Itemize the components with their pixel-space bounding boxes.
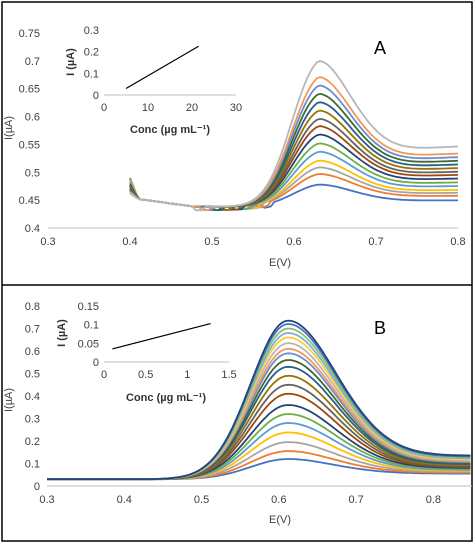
panel-a-inset: 0 10 20 30 0 0.1 0.2 0.3 Conc (µg mL⁻¹) I (µA) [65,25,242,136]
panel-b-x-tick-4: 0.7 [348,494,363,506]
panel-b-inset-x-tick-2: 1 [184,369,190,381]
panel-b-inset-x-tick-3: 1.5 [221,369,236,381]
panel-b-x-tick-5: 0.8 [426,494,441,506]
panel-a-y-tick-5: 0.65 [19,84,40,96]
panel-a-inset-x-tick-1: 10 [142,102,154,114]
panel-b-y-tick-0: 0 [34,481,40,493]
panel-a-y-tick-3: 0.55 [19,139,40,151]
panel-b-inset-calibration-line [112,322,211,350]
panel-a-inset-x-label: Conc (µg mL⁻¹) [130,124,210,136]
panel-a-inset-calibration-line [125,45,199,90]
panel-b-inset-x-tick-1: 0.5 [138,369,153,381]
panel-b-x-tick-2: 0.5 [194,494,209,506]
panel-a-letter: A [374,38,386,58]
panel-a: 0.3 0.4 0.5 0.6 0.7 0.8 0.40.450.50.550.60.65… [3,25,466,269]
panel-a-inset-x-ticks: 0 10 20 30 [101,102,242,114]
panel-b-y-label: I(µA) [3,388,15,412]
panel-b-series-20 [47,319,471,481]
panel-b-y-tick-6: 0.6 [25,346,40,358]
panel-b-y-tick-5: 0.5 [25,369,40,381]
panel-b-y-tick-4: 0.4 [25,391,40,403]
panel-a-y-tick-2: 0.5 [25,167,40,179]
panel-a-x-tick-3: 0.6 [286,236,301,248]
panel-b-y-tick-7: 0.7 [25,324,40,336]
panel-b-inset-y-tick-1: 0.05 [78,338,99,350]
panel-b-y-tick-8: 0.8 [25,301,40,313]
panel-b-inset-y-tick-0: 0 [93,357,99,369]
panel-a-y-tick-7: 0.75 [19,28,40,40]
panel-b-x-label: E(V) [269,514,291,526]
panel-b: 0.3 0.4 0.5 0.6 0.7 0.8 00.10.20.30.40.50.60.… [3,301,472,526]
panel-a-inset-x-tick-3: 30 [230,102,242,114]
panel-a-x-tick-5: 0.8 [450,236,465,248]
panel-b-x-tick-3: 0.6 [271,494,286,506]
panel-b-x-tick-0: 0.3 [39,494,54,506]
panel-a-inset-y-label: I (µA) [65,48,77,76]
panel-a-inset-y-tick-3: 0.3 [84,25,99,37]
panel-b-y-tick-3: 0.3 [25,414,40,426]
panel-a-y-label: I(µA) [3,116,15,140]
panel-b-inset-y-label: I (µA) [56,319,68,347]
panel-a-inset-y-tick-0: 0 [93,90,99,102]
panel-a-x-label: E(V) [269,257,291,269]
panel-a-x-tick-4: 0.7 [368,236,383,248]
panel-a-x-tick-2: 0.5 [204,236,219,248]
panel-a-y-tick-1: 0.45 [19,195,40,207]
panel-a-y-tick-6: 0.7 [25,56,40,68]
panel-b-inset-x-label: Conc (µg mL⁻¹) [126,392,206,404]
panel-a-inset-x-tick-2: 20 [186,102,198,114]
panel-a-y-tick-0: 0.4 [25,223,40,235]
panel-a-y-ticks: 0.4 0.45 0.5 0.55 0.6 0.65 0.7 0.75 [19,28,40,235]
panel-b-inset-x-ticks: 0 0.5 1 1.5 [101,369,237,381]
panel-a-y-tick-4: 0.6 [25,112,40,124]
panel-a-inset-y-tick-1: 0.1 [84,68,99,80]
panel-b-inset-y-tick-2: 0.1 [84,320,99,332]
panel-a-x-ticks: 0.3 0.4 0.5 0.6 0.7 0.8 [40,236,465,248]
panel-b-y-tick-1: 0.1 [25,459,40,471]
panel-a-curves [129,60,459,212]
panel-b-y-ticks: 0 0.1 0.2 0.3 0.4 0.5 0.6 0.7 0.8 [25,301,40,493]
panel-b-inset-y-tick-3: 0.15 [78,301,99,313]
panel-a-inset-y-ticks: 0 0.1 0.2 0.3 [84,25,99,102]
panel-a-x-tick-1: 0.4 [122,236,137,248]
panel-b-x-tick-1: 0.4 [117,494,132,506]
panel-a-series-15 [129,60,459,212]
panel-a-inset-x-tick-0: 0 [101,102,107,114]
panel-a-inset-y-tick-2: 0.2 [84,47,99,59]
panel-b-y-tick-2: 0.2 [25,436,40,448]
panel-b-inset: 0 0.5 1 1.5 0 0.05 0.1 0.15 Conc (µg mL⁻¹) I (… [56,301,237,404]
panel-b-inset-y-ticks: 0 0.05 0.1 0.15 [78,301,99,369]
panel-b-curves [47,319,471,481]
panel-b-inset-x-tick-0: 0 [101,369,107,381]
panel-a-x-tick-0: 0.3 [40,236,55,248]
panel-b-letter: B [374,318,386,338]
panel-b-x-ticks: 0.3 0.4 0.5 0.6 0.7 0.8 [39,494,441,506]
